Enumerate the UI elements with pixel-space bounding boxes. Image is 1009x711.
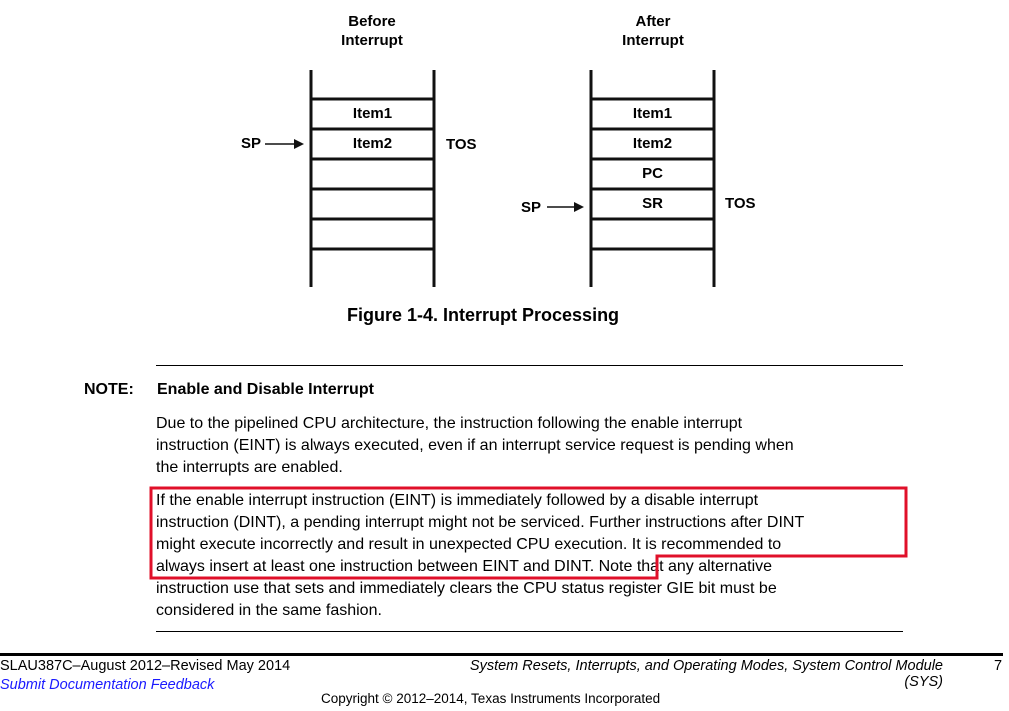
text-line: considered in the same fashion.: [156, 602, 382, 619]
highlight-box: [149, 486, 908, 580]
text-line: always insert at least one instruction b…: [156, 556, 804, 578]
note-label: NOTE:: [84, 381, 134, 398]
after-sp-label: SP: [521, 199, 542, 216]
note-top-rule: [156, 365, 903, 366]
before-cell-2: Item2: [352, 135, 393, 152]
section-title-line2: (SYS): [904, 674, 943, 690]
after-title-line2: Interrupt: [622, 32, 684, 49]
text-line-tail: Note that any alternative: [594, 558, 773, 575]
after-tos-label: TOS: [725, 195, 756, 212]
before-title: Before Interrupt: [302, 12, 442, 50]
before-cell-1: Item1: [352, 105, 393, 122]
note-paragraph-2: If the enable interrupt instruction (EIN…: [156, 490, 804, 622]
footer-rule: [0, 653, 1003, 656]
stack-diagram: [265, 70, 716, 287]
after-cell-1: Item1: [632, 105, 673, 122]
after-cell-3: PC: [642, 165, 663, 182]
after-title: After Interrupt: [583, 12, 723, 50]
doc-id: SLAU387C–August 2012–Revised May 2014: [0, 658, 291, 674]
note-title: Enable and Disable Interrupt: [157, 381, 374, 398]
section-title-line1: System Resets, Interrupts, and Operating…: [469, 658, 943, 674]
text-line: instruction (EINT) is always executed, e…: [156, 437, 794, 454]
text-line: might execute incorrectly and result in …: [156, 536, 782, 553]
after-stack: [589, 70, 716, 287]
text-line: instruction (DINT), a pending interrupt …: [156, 514, 805, 531]
text-line: Due to the pipelined CPU architecture, t…: [156, 415, 743, 432]
before-stack: [309, 70, 436, 287]
after-title-line1: After: [635, 13, 671, 30]
section-title: System Resets, Interrupts, and Operating…: [470, 658, 943, 690]
after-sp-arrow: [547, 202, 584, 212]
after-cell-2: Item2: [632, 135, 673, 152]
after-cell-4: SR: [642, 195, 663, 212]
note-paragraph-1: Due to the pipelined CPU architecture, t…: [156, 413, 794, 479]
text-line-highlighted: always insert at least one instruction b…: [156, 558, 595, 575]
note-bottom-rule: [156, 631, 903, 632]
before-title-line1: Before: [348, 13, 396, 30]
text-line: instruction use that sets and immediatel…: [156, 580, 777, 597]
before-tos-label: TOS: [446, 136, 477, 153]
figure-caption: Figure 1-4. Interrupt Processing: [347, 305, 620, 325]
before-sp-arrow: [265, 139, 304, 149]
before-sp-label: SP: [241, 135, 262, 152]
feedback-link[interactable]: Submit Documentation Feedback: [0, 677, 215, 693]
before-title-line2: Interrupt: [341, 32, 403, 49]
text-line: the interrupts are enabled.: [156, 459, 343, 476]
copyright: Copyright © 2012–2014, Texas Instruments…: [321, 691, 661, 706]
page-number: 7: [994, 658, 1003, 674]
text-line: If the enable interrupt instruction (EIN…: [156, 492, 759, 509]
